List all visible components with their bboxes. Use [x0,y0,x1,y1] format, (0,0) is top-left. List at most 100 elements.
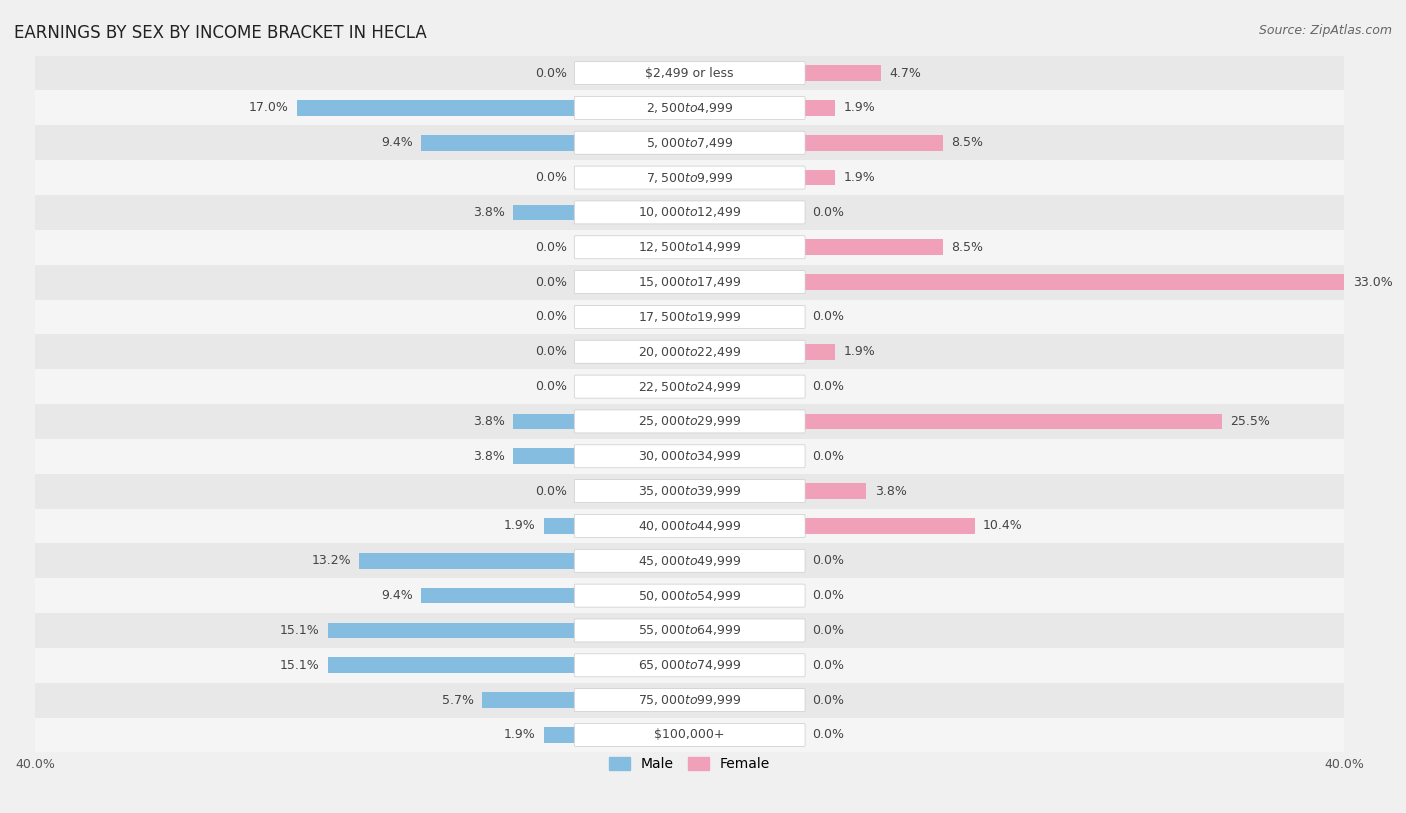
FancyBboxPatch shape [574,550,806,572]
Text: $15,000 to $17,499: $15,000 to $17,499 [638,275,741,289]
Text: 3.8%: 3.8% [472,415,505,428]
FancyBboxPatch shape [574,201,806,224]
FancyBboxPatch shape [574,375,806,398]
Bar [35,508,1344,543]
Bar [35,474,1344,508]
FancyBboxPatch shape [574,306,806,328]
Bar [544,727,575,743]
Text: 25.5%: 25.5% [1230,415,1270,428]
Text: $30,000 to $34,999: $30,000 to $34,999 [638,450,741,463]
Text: $7,500 to $9,999: $7,500 to $9,999 [645,171,734,185]
Bar [804,135,943,150]
Bar [804,274,1344,290]
FancyBboxPatch shape [574,689,806,711]
Text: 15.1%: 15.1% [280,624,319,637]
Bar [35,648,1344,683]
Text: 33.0%: 33.0% [1353,276,1392,289]
Bar [35,439,1344,474]
Text: 0.0%: 0.0% [534,380,567,393]
Bar [328,658,575,673]
FancyBboxPatch shape [574,62,806,85]
Text: 0.0%: 0.0% [534,241,567,254]
Text: 0.0%: 0.0% [534,346,567,359]
Bar [35,404,1344,439]
Text: $10,000 to $12,499: $10,000 to $12,499 [638,206,741,220]
Text: 15.1%: 15.1% [280,659,319,672]
Text: 1.9%: 1.9% [844,102,876,115]
Bar [297,100,575,115]
FancyBboxPatch shape [574,619,806,642]
Text: 0.0%: 0.0% [813,659,845,672]
Text: 0.0%: 0.0% [534,171,567,184]
Text: 0.0%: 0.0% [813,554,845,567]
Text: 17.0%: 17.0% [249,102,288,115]
Text: $5,000 to $7,499: $5,000 to $7,499 [645,136,734,150]
Text: $2,499 or less: $2,499 or less [645,67,734,80]
Text: 0.0%: 0.0% [813,380,845,393]
FancyBboxPatch shape [574,445,806,467]
Bar [513,205,575,220]
Bar [35,125,1344,160]
FancyBboxPatch shape [574,515,806,537]
Text: EARNINGS BY SEX BY INCOME BRACKET IN HECLA: EARNINGS BY SEX BY INCOME BRACKET IN HEC… [14,24,427,42]
FancyBboxPatch shape [574,724,806,746]
Bar [35,578,1344,613]
Bar [35,683,1344,718]
Text: 5.7%: 5.7% [441,693,474,706]
Text: $50,000 to $54,999: $50,000 to $54,999 [638,589,741,602]
Text: Source: ZipAtlas.com: Source: ZipAtlas.com [1258,24,1392,37]
FancyBboxPatch shape [574,654,806,676]
Text: 0.0%: 0.0% [813,206,845,219]
Bar [804,414,1222,429]
Bar [35,160,1344,195]
Bar [422,135,575,150]
Text: $45,000 to $49,999: $45,000 to $49,999 [638,554,741,567]
Text: $40,000 to $44,999: $40,000 to $44,999 [638,519,741,533]
Text: $75,000 to $99,999: $75,000 to $99,999 [638,693,741,707]
Text: 1.9%: 1.9% [844,346,876,359]
Text: 8.5%: 8.5% [952,241,984,254]
Text: $55,000 to $64,999: $55,000 to $64,999 [638,624,741,637]
Bar [35,230,1344,265]
FancyBboxPatch shape [574,166,806,189]
Text: $2,500 to $4,999: $2,500 to $4,999 [645,101,734,115]
FancyBboxPatch shape [574,410,806,433]
Text: 8.5%: 8.5% [952,137,984,150]
Bar [804,170,835,185]
Text: 1.9%: 1.9% [505,520,536,533]
Text: 0.0%: 0.0% [813,624,845,637]
Text: 0.0%: 0.0% [813,728,845,741]
Text: $100,000+: $100,000+ [654,728,725,741]
Text: 0.0%: 0.0% [813,693,845,706]
Bar [35,334,1344,369]
Text: 9.4%: 9.4% [381,137,413,150]
Text: $65,000 to $74,999: $65,000 to $74,999 [638,659,741,672]
Text: 0.0%: 0.0% [534,276,567,289]
FancyBboxPatch shape [574,97,806,120]
Bar [35,90,1344,125]
Text: 0.0%: 0.0% [534,485,567,498]
Text: $12,500 to $14,999: $12,500 to $14,999 [638,241,741,254]
FancyBboxPatch shape [574,236,806,259]
Text: $22,500 to $24,999: $22,500 to $24,999 [638,380,741,393]
Bar [804,239,943,255]
FancyBboxPatch shape [574,131,806,154]
Text: 0.0%: 0.0% [813,450,845,463]
Bar [804,65,882,81]
Text: $20,000 to $22,499: $20,000 to $22,499 [638,345,741,359]
Legend: Male, Female: Male, Female [603,752,776,776]
Text: 9.4%: 9.4% [381,589,413,602]
Bar [482,693,575,708]
Text: 3.8%: 3.8% [472,450,505,463]
Bar [804,344,835,359]
Bar [35,299,1344,334]
Bar [35,369,1344,404]
Text: 0.0%: 0.0% [813,311,845,324]
Text: 0.0%: 0.0% [534,311,567,324]
FancyBboxPatch shape [574,584,806,607]
Bar [35,265,1344,299]
FancyBboxPatch shape [574,271,806,293]
Bar [35,195,1344,230]
Bar [35,718,1344,752]
Text: 3.8%: 3.8% [875,485,907,498]
